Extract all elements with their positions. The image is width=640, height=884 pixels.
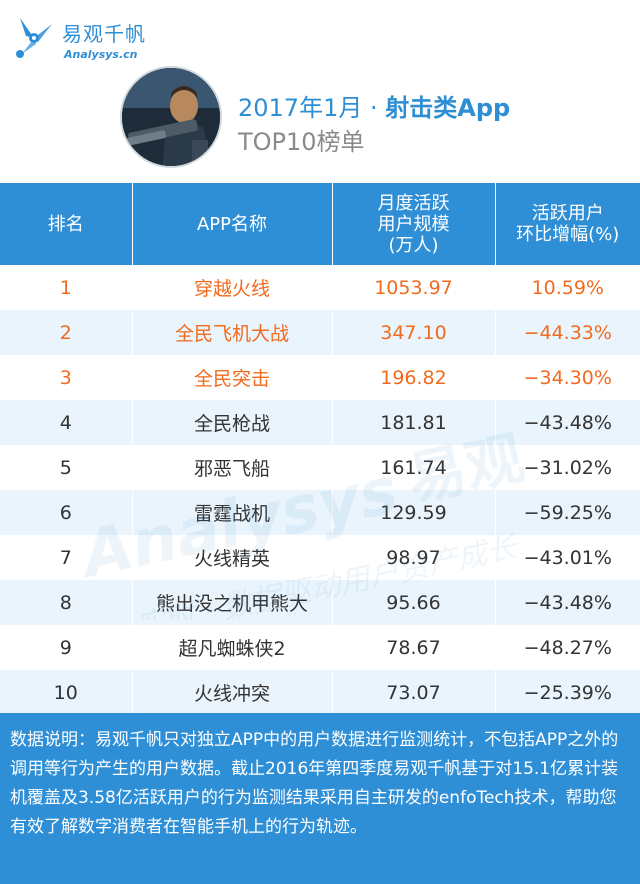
cell-mau: 129.59	[332, 490, 496, 535]
cell-mau: 161.74	[332, 445, 496, 490]
table-row: 2 全民飞机大战 347.10 −44.33%	[0, 310, 640, 355]
cell-growth: −31.02%	[495, 445, 640, 490]
report-title: 2017年1月 · 射击类App	[238, 88, 510, 123]
cell-growth: −34.30%	[495, 355, 640, 400]
cell-rank: 2	[0, 310, 133, 355]
brand-logo: 易观千帆 Analysys.cn	[12, 14, 172, 64]
cell-mau: 98.97	[332, 535, 496, 580]
ranking-table: 排名 APP名称 月度活跃 用户规模 (万人) 活跃用户 环比增幅(%) 1 穿越火线 1…	[0, 183, 640, 715]
cell-growth: −43.01%	[495, 535, 640, 580]
game-avatar-image	[120, 66, 222, 168]
cell-rank: 6	[0, 490, 133, 535]
cell-growth: −43.48%	[495, 580, 640, 625]
header-growth: 活跃用户 环比增幅(%)	[495, 183, 640, 265]
cell-mau: 78.67	[332, 625, 496, 670]
cell-app-name: 火线精英	[132, 535, 333, 580]
cell-app-name: 全民突击	[132, 355, 333, 400]
cell-mau: 1053.97	[332, 265, 496, 310]
brand-domain: Analysys.cn	[64, 48, 138, 61]
report-category: 射击类App	[385, 94, 511, 122]
cell-growth: −25.39%	[495, 670, 640, 715]
cell-growth: −43.48%	[495, 400, 640, 445]
analysys-logo-icon	[16, 18, 52, 58]
table-row: 5 邪恶飞船 161.74 −31.02%	[0, 445, 640, 490]
title-separator: ·	[370, 94, 378, 122]
cell-growth: −48.27%	[495, 625, 640, 670]
cell-app-name: 熊出没之机甲熊大	[132, 580, 333, 625]
header-app-name: APP名称	[132, 183, 333, 265]
table-row: 1 穿越火线 1053.97 10.59%	[0, 265, 640, 310]
cell-app-name: 全民枪战	[132, 400, 333, 445]
header-rank: 排名	[0, 183, 133, 265]
cell-mau: 95.66	[332, 580, 496, 625]
cell-rank: 1	[0, 265, 133, 310]
cell-app-name: 雷霆战机	[132, 490, 333, 535]
cell-mau: 73.07	[332, 670, 496, 715]
cell-rank: 10	[0, 670, 133, 715]
table-row: 3 全民突击 196.82 −34.30%	[0, 355, 640, 400]
report-date: 2017年1月	[238, 94, 363, 122]
cell-rank: 7	[0, 535, 133, 580]
cell-growth: −44.33%	[495, 310, 640, 355]
cell-growth: 10.59%	[495, 265, 640, 310]
table-row: 9 超凡蜘蛛侠2 78.67 −48.27%	[0, 625, 640, 670]
cell-rank: 8	[0, 580, 133, 625]
table-row: 6 雷霆战机 129.59 −59.25%	[0, 490, 640, 535]
table-row: 8 熊出没之机甲熊大 95.66 −43.48%	[0, 580, 640, 625]
cell-app-name: 超凡蜘蛛侠2	[132, 625, 333, 670]
cell-app-name: 火线冲突	[132, 670, 333, 715]
table-header-row: 排名 APP名称 月度活跃 用户规模 (万人) 活跃用户 环比增幅(%)	[0, 183, 640, 265]
table-row: 4 全民枪战 181.81 −43.48%	[0, 400, 640, 445]
header-mau: 月度活跃 用户规模 (万人)	[332, 183, 496, 265]
cell-mau: 196.82	[332, 355, 496, 400]
table-body: 1 穿越火线 1053.97 10.59% 2 全民飞机大战 347.10 −44.33% 3 全…	[0, 265, 640, 715]
data-note: 数据说明：易观千帆只对独立APP中的用户数据进行监测统计，不包括APP之外的调用…	[0, 713, 640, 884]
cell-app-name: 穿越火线	[132, 265, 333, 310]
cell-rank: 3	[0, 355, 133, 400]
report-subtitle: TOP10榜单	[238, 128, 365, 156]
cell-rank: 5	[0, 445, 133, 490]
cell-app-name: 全民飞机大战	[132, 310, 333, 355]
cell-mau: 347.10	[332, 310, 496, 355]
table-row: 10 火线冲突 73.07 −25.39%	[0, 670, 640, 715]
shooter-game-character-avatar	[122, 68, 220, 166]
cell-mau: 181.81	[332, 400, 496, 445]
cell-rank: 4	[0, 400, 133, 445]
table-row: 7 火线精英 98.97 −43.01%	[0, 535, 640, 580]
cell-app-name: 邪恶飞船	[132, 445, 333, 490]
cell-growth: −59.25%	[495, 490, 640, 535]
brand-name: 易观千帆	[62, 22, 146, 46]
cell-rank: 9	[0, 625, 133, 670]
